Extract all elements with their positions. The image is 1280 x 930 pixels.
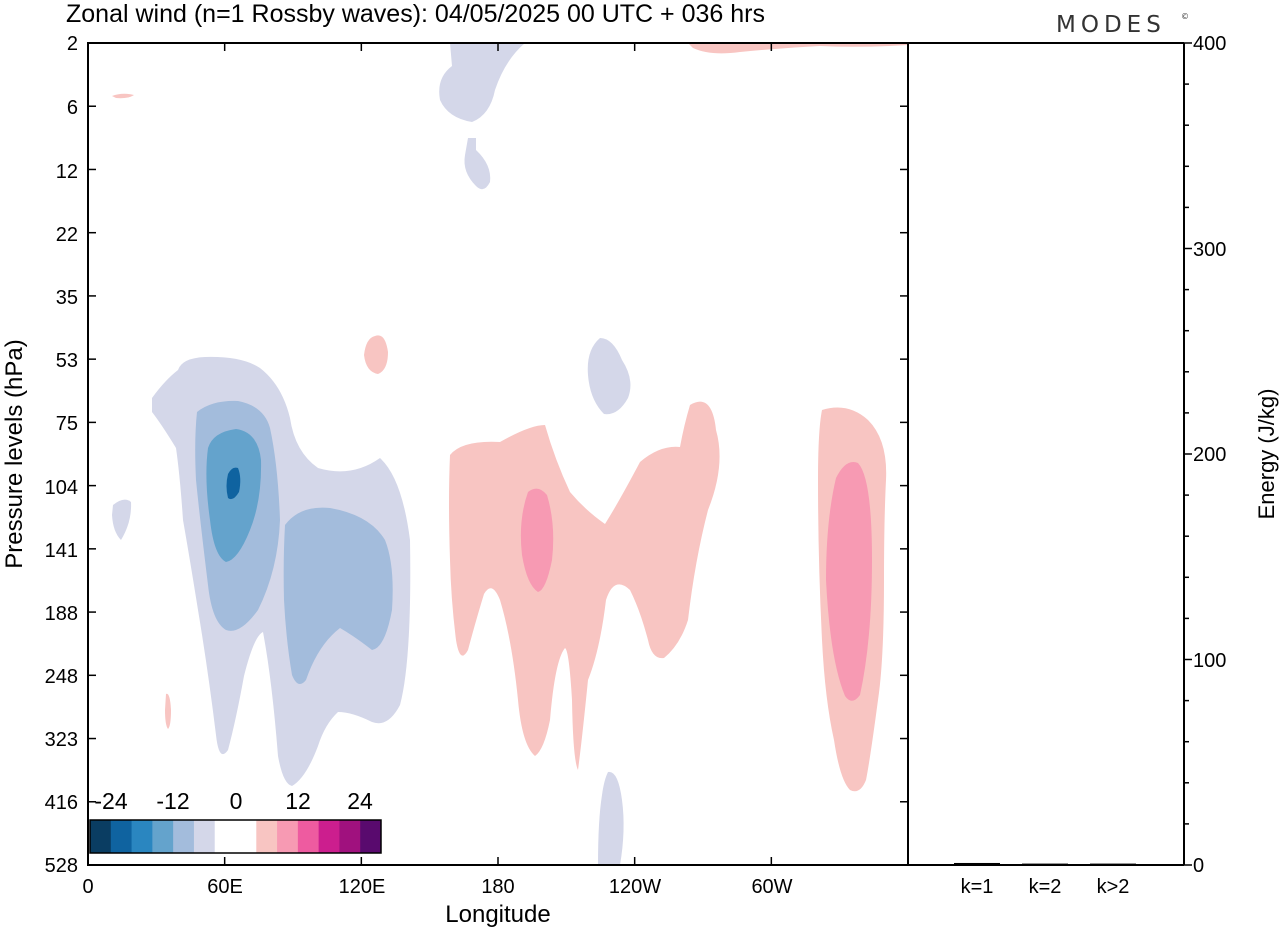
colorbar-swatch <box>173 820 195 853</box>
x-tick-label: 120E <box>339 876 386 898</box>
colorbar-swatch <box>193 820 216 853</box>
colorbar-swatch <box>256 820 278 853</box>
contour-negative-east-core <box>283 507 393 684</box>
y-tick-label: 248 <box>45 666 78 688</box>
energy-tick-label: 400 <box>1193 33 1226 55</box>
contour-negative-top <box>439 43 525 122</box>
y-tick-label: 416 <box>45 792 78 814</box>
x-tick-label: 180 <box>481 876 514 898</box>
contour-positive-blob <box>364 335 388 374</box>
contour-negative-mid <box>587 338 631 415</box>
colorbar-swatch <box>90 820 112 853</box>
contour-fields <box>112 43 908 865</box>
energy-bar <box>954 862 1000 865</box>
contour-negative-strat <box>464 138 491 190</box>
energy-axis-title: Energy (J/kg) <box>1254 389 1279 520</box>
x-tick-label: 120W <box>609 876 661 898</box>
x-axis-title: Longitude <box>445 901 550 928</box>
colorbar-tick-label: 24 <box>347 788 373 814</box>
x-tick-label: 0 <box>82 876 93 898</box>
contour-negative-west-peak <box>226 467 241 500</box>
colorbar-legend: -24 -12 0 12 24 <box>89 788 382 854</box>
energy-tick-label: 0 <box>1193 855 1204 877</box>
chart-title: Zonal wind (n=1 Rossby waves): 04/05/202… <box>66 0 765 28</box>
y-axis-title: Pressure levels (hPa) <box>1 339 28 568</box>
colorbar-swatch <box>214 820 236 853</box>
y-tick-label: 323 <box>45 729 78 751</box>
energy-tick-label: 100 <box>1193 650 1226 672</box>
colorbar-swatch <box>297 820 320 853</box>
x-tick-label: 60W <box>751 876 792 898</box>
y-tick-label: 12 <box>56 161 78 183</box>
colorbar-swatch <box>360 820 382 853</box>
main-tick-marks <box>87 42 908 866</box>
colorbar-frame <box>89 819 382 854</box>
energy-category-label: k=1 <box>961 876 994 898</box>
colorbar-swatch <box>318 820 340 853</box>
contour-positive-sliver-west <box>165 693 171 729</box>
colorbar-tick-label: -12 <box>156 788 189 814</box>
energy-tick-label: 300 <box>1193 239 1226 261</box>
energy-category-label: k=2 <box>1029 876 1062 898</box>
colorbar-swatches <box>90 820 382 853</box>
y-tick-label: 528 <box>45 855 78 877</box>
energy-category-label: k>2 <box>1097 876 1130 898</box>
contour-negative-small-west <box>112 499 132 540</box>
y-tick-label: 75 <box>56 413 78 435</box>
energy-tick-label: 200 <box>1193 444 1226 466</box>
colorbar-swatch <box>131 820 153 853</box>
colorbar-tick-label: 0 <box>230 788 243 814</box>
x-tick-labels: 0 60E 120E 180 120W 60W <box>82 876 792 898</box>
energy-panel: 0 100 200 300 400 k=1 k=2 k>2 Energy (J/… <box>908 33 1279 898</box>
y-tick-label: 2 <box>67 33 78 55</box>
y-tick-label: 188 <box>45 603 78 625</box>
contour-positive-central <box>449 401 720 770</box>
modes-logo: MODES <box>1056 12 1166 38</box>
contour-negative-lower <box>598 771 624 865</box>
y-tick-label: 104 <box>45 477 78 499</box>
y-tick-label: 53 <box>56 350 78 372</box>
y-tick-label: 22 <box>56 224 78 246</box>
y-tick-label: 6 <box>67 97 78 119</box>
y-tick-labels: 2 6 12 22 35 53 75 104 141 188 248 323 4… <box>45 33 78 877</box>
colorbar-swatch <box>152 820 174 853</box>
y-tick-label: 141 <box>45 540 78 562</box>
y-tick-label: 35 <box>56 287 78 309</box>
colorbar-swatch <box>110 820 133 853</box>
copyright-mark: © <box>1181 12 1194 21</box>
energy-tick-marks <box>1184 42 1192 866</box>
contour-positive-central-core <box>520 488 554 592</box>
contour-positive-dot-west <box>112 93 134 99</box>
colorbar-swatch <box>339 820 361 853</box>
contour-positive-top <box>688 43 908 54</box>
x-tick-label: 60E <box>207 876 243 898</box>
colorbar-tick-label: -24 <box>94 788 127 814</box>
colorbar-swatch <box>235 820 257 853</box>
contour-positive-east-core <box>826 462 872 701</box>
colorbar-swatch <box>277 820 299 853</box>
colorbar-tick-label: 12 <box>285 788 311 814</box>
